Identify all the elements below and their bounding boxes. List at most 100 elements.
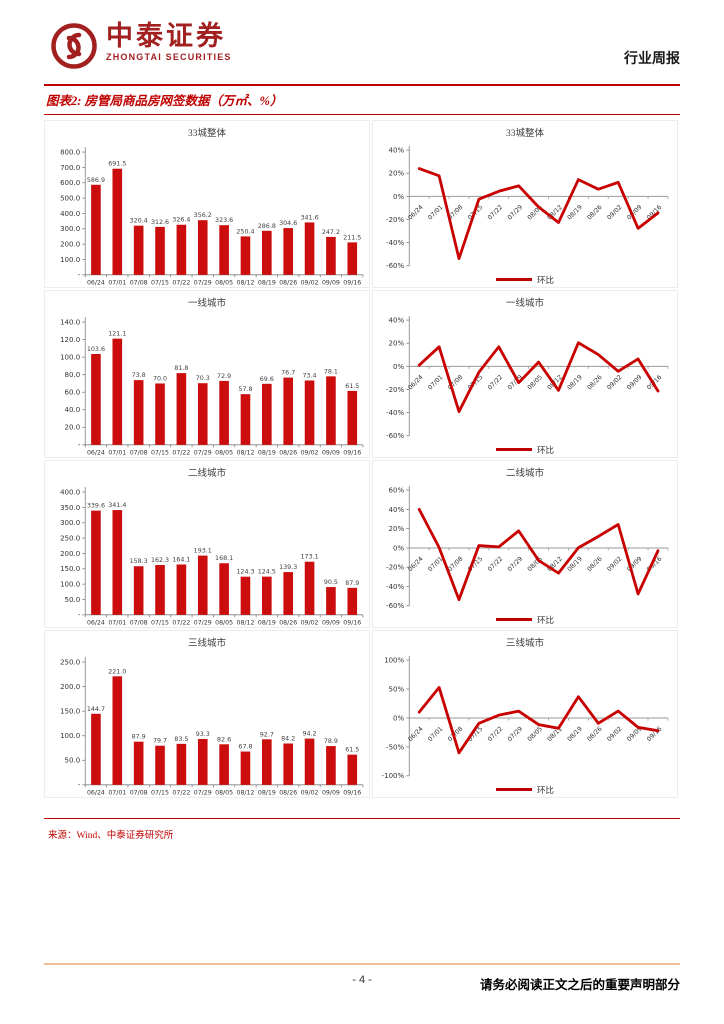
svg-text:50.0: 50.0	[65, 595, 81, 604]
svg-text:08/19: 08/19	[258, 279, 276, 286]
svg-text:60%: 60%	[389, 485, 405, 494]
svg-text:0%: 0%	[393, 362, 404, 371]
figure-title: 图表2: 房管局商品房网签数据（万㎡、%）	[44, 86, 680, 115]
svg-text:93.3: 93.3	[196, 731, 210, 738]
zhongtai-logo-icon	[51, 23, 97, 69]
chart-legend: 环比	[373, 614, 677, 626]
svg-text:124.5: 124.5	[258, 569, 276, 576]
svg-text:07/29: 07/29	[506, 725, 524, 743]
svg-text:341.4: 341.4	[108, 502, 126, 509]
svg-text:-: -	[78, 610, 81, 619]
chart-legend: 环比	[373, 444, 677, 456]
legend-label: 环比	[536, 274, 554, 285]
svg-text:300.0: 300.0	[60, 518, 80, 527]
svg-text:08/26: 08/26	[279, 619, 297, 626]
svg-text:-60%: -60%	[386, 431, 404, 440]
page-footer: - 4 - 请务必阅读正文之后的重要声明部分	[44, 963, 680, 993]
svg-text:100.0: 100.0	[60, 353, 80, 362]
svg-text:09/09: 09/09	[626, 374, 644, 392]
svg-text:164.1: 164.1	[172, 556, 190, 563]
bar-chart-canvas: - 50.0 100.0 150.0 200.0 250.0 300.0 350.0 400.0…	[60, 487, 364, 626]
chart-title: 三线城市	[187, 639, 226, 649]
svg-text:700.0: 700.0	[60, 163, 80, 172]
chart-title: 33城整体	[187, 129, 226, 139]
svg-text:07/29: 07/29	[194, 279, 212, 286]
source-note: 来源：Wind、中泰证券研究所	[44, 818, 680, 841]
svg-text:400.0: 400.0	[60, 209, 80, 218]
svg-text:100%: 100%	[384, 655, 404, 664]
svg-text:09/02: 09/02	[606, 374, 624, 392]
svg-text:60.0: 60.0	[65, 388, 81, 397]
svg-text:08/19: 08/19	[566, 725, 584, 743]
svg-text:326.4: 326.4	[172, 217, 190, 224]
svg-text:08/05: 08/05	[215, 449, 233, 456]
svg-text:312.6: 312.6	[151, 219, 169, 226]
svg-text:07/29: 07/29	[194, 449, 212, 456]
svg-text:173.1: 173.1	[300, 554, 318, 561]
svg-text:08/05: 08/05	[526, 204, 544, 222]
svg-text:08/26: 08/26	[586, 555, 604, 573]
svg-text:168.1: 168.1	[215, 555, 233, 562]
svg-text:09/02: 09/02	[606, 725, 624, 743]
svg-text:250.0: 250.0	[60, 657, 80, 666]
svg-text:320.4: 320.4	[130, 218, 148, 225]
line-chart-canvas: -100%-50%0%50%100%06/24 07/01 07/08 07/15 07…	[382, 655, 669, 780]
svg-text:200.0: 200.0	[60, 549, 80, 558]
svg-text:67.8: 67.8	[238, 744, 252, 751]
svg-text:07/22: 07/22	[487, 204, 505, 222]
svg-text:07/22: 07/22	[487, 555, 505, 573]
svg-text:250.4: 250.4	[236, 228, 254, 235]
bar-chart-canvas: - 100.0 200.0 300.0 400.0 500.0 600.0 700.0 800.…	[60, 147, 364, 286]
svg-text:200.0: 200.0	[60, 682, 80, 691]
svg-text:07/22: 07/22	[487, 725, 505, 743]
svg-text:-40%: -40%	[386, 408, 404, 417]
svg-text:09/09: 09/09	[322, 449, 340, 456]
svg-text:08/05: 08/05	[215, 789, 233, 796]
svg-text:07/01: 07/01	[427, 725, 445, 743]
svg-text:-60%: -60%	[386, 261, 404, 270]
svg-text:40%: 40%	[389, 145, 405, 154]
svg-text:09/02: 09/02	[606, 555, 624, 573]
svg-text:400.0: 400.0	[60, 487, 80, 496]
svg-text:20%: 20%	[389, 169, 405, 178]
svg-text:07/15: 07/15	[151, 449, 169, 456]
svg-text:07/01: 07/01	[108, 449, 126, 456]
svg-text:69.6: 69.6	[260, 376, 274, 383]
svg-text:-20%: -20%	[386, 215, 404, 224]
svg-text:08/05: 08/05	[215, 279, 233, 286]
svg-text:73.8: 73.8	[132, 372, 146, 379]
svg-text:07/22: 07/22	[172, 449, 190, 456]
svg-text:07/29: 07/29	[194, 789, 212, 796]
svg-text:144.7: 144.7	[87, 706, 105, 713]
svg-text:09/02: 09/02	[301, 619, 319, 626]
legend-line-swatch	[495, 278, 532, 282]
svg-text:76.7: 76.7	[281, 370, 295, 377]
svg-text:07/15: 07/15	[151, 279, 169, 286]
chart-tier3-cities-bar: 三线城市 - 50.0 100.0 150.0 200.0 250.0 144.7 06/24…	[44, 630, 370, 798]
svg-text:73.4: 73.4	[303, 372, 317, 379]
svg-text:07/08: 07/08	[130, 619, 148, 626]
svg-text:09/02: 09/02	[606, 204, 624, 222]
bar-chart-canvas: - 20.0 40.0 60.0 80.0 100.0 120.0 140.0 103.6 06/…	[60, 317, 364, 456]
svg-text:81.8: 81.8	[174, 365, 188, 372]
svg-text:87.9: 87.9	[345, 580, 359, 587]
legend-line-swatch	[495, 788, 532, 792]
svg-text:08/19: 08/19	[566, 204, 584, 222]
chart-tier3-cities-wow-line: 三线城市 -100% -50% 0% 50% 100% 06/24 07/01 07/08 07…	[372, 630, 678, 798]
header-divider	[44, 84, 680, 86]
svg-text:08/05: 08/05	[215, 619, 233, 626]
svg-text:07/01: 07/01	[427, 374, 445, 392]
svg-text:61.5: 61.5	[345, 747, 359, 754]
chart-title: 33城整体	[505, 129, 544, 139]
svg-text:100.0: 100.0	[60, 255, 80, 264]
svg-text:09/16: 09/16	[343, 619, 361, 626]
svg-text:08/26: 08/26	[586, 204, 604, 222]
svg-text:40.0: 40.0	[65, 405, 81, 414]
svg-text:06/24: 06/24	[87, 279, 105, 286]
svg-text:84.2: 84.2	[281, 735, 295, 742]
svg-text:08/12: 08/12	[237, 279, 255, 286]
svg-text:09/09: 09/09	[322, 789, 340, 796]
svg-text:07/29: 07/29	[506, 204, 524, 222]
chart-title: 二线城市	[187, 469, 226, 479]
